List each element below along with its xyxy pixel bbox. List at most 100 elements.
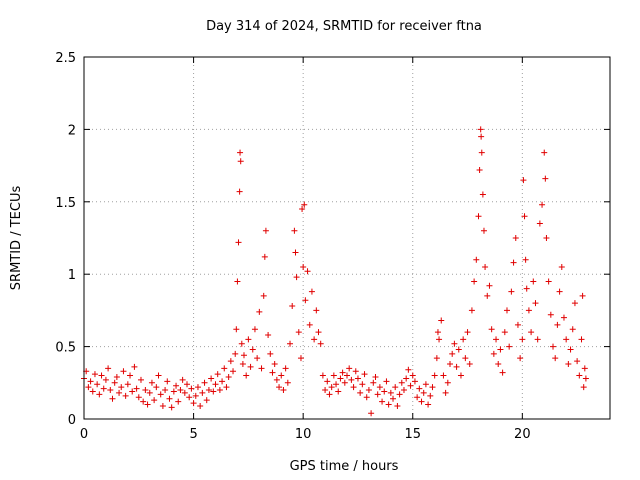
data-point [506,343,513,350]
data-point [306,321,313,328]
data-point [89,388,96,395]
data-point [416,385,423,392]
y-tick-label: 1 [68,268,76,283]
data-point [201,379,208,386]
data-point [554,321,561,328]
data-point [237,158,244,165]
data-point [140,398,147,405]
data-point [322,387,329,394]
data-point [280,387,287,394]
data-point [269,369,276,376]
data-point [282,365,289,372]
data-point [157,391,164,398]
data-point [197,402,204,409]
data-point [135,394,142,401]
data-point [326,391,333,398]
x-tick-label: 5 [189,427,197,442]
data-point [501,329,508,336]
data-point [212,381,219,388]
data-point [484,292,491,299]
data-point [237,149,244,156]
data-point [199,389,206,396]
data-point [91,371,98,378]
data-point [247,363,254,370]
data-point [528,329,535,336]
data-point [490,350,497,357]
data-point [295,329,302,336]
data-point [175,398,182,405]
data-points [81,126,589,417]
data-point [579,292,586,299]
data-point [478,133,485,140]
y-tick-label: 0 [68,413,76,428]
data-point [407,382,414,389]
data-point [471,278,478,285]
data-point [374,391,381,398]
data-point [403,375,410,382]
data-point [418,398,425,405]
data-point [394,402,401,409]
data-point [550,343,557,350]
data-point [208,375,215,382]
x-axis-label: GPS time / hours [290,459,399,474]
data-point [357,389,364,396]
data-point [422,381,429,388]
data-point [508,288,515,295]
data-point [582,375,589,382]
data-point [405,366,412,373]
data-point [493,336,500,343]
data-point [400,387,407,394]
data-point [497,346,504,353]
data-point [350,384,357,391]
data-point [477,126,484,133]
data-point [376,384,383,391]
data-point [547,311,554,318]
data-point [148,379,155,386]
data-point [385,401,392,408]
data-point [133,385,140,392]
data-point [273,376,280,383]
data-point [368,410,375,417]
data-point [333,381,340,388]
data-point [324,378,331,385]
data-point [102,376,109,383]
data-point [409,372,416,379]
data-point [291,227,298,234]
data-point [184,381,191,388]
data-point [512,235,519,241]
data-point [580,384,587,391]
data-point [330,372,337,379]
y-axis-label: SRMTID / TECUs [9,186,24,291]
y-tick-label: 2 [68,123,76,138]
data-point [541,149,548,156]
data-point [166,395,173,402]
x-tick-label: 15 [404,427,421,442]
data-point [361,371,368,378]
data-point [536,220,543,227]
data-point [433,355,440,362]
data-point [159,402,166,409]
data-point [317,340,324,347]
data-point [499,369,506,376]
data-point [479,191,486,198]
data-point [457,372,464,379]
y-tick-label: 2.5 [55,51,76,66]
data-point [190,400,197,407]
data-point [287,340,294,347]
data-point [96,391,103,398]
data-point [98,372,105,379]
data-point [563,336,570,343]
data-point [438,317,445,324]
data-point [464,329,471,336]
data-point [379,398,386,405]
data-point [482,263,489,270]
data-point [265,332,272,339]
data-point [278,372,285,379]
data-point [107,387,114,394]
data-point [486,282,493,289]
data-point [451,340,458,347]
data-point [249,346,256,353]
data-point [262,227,269,234]
data-point [381,388,388,395]
